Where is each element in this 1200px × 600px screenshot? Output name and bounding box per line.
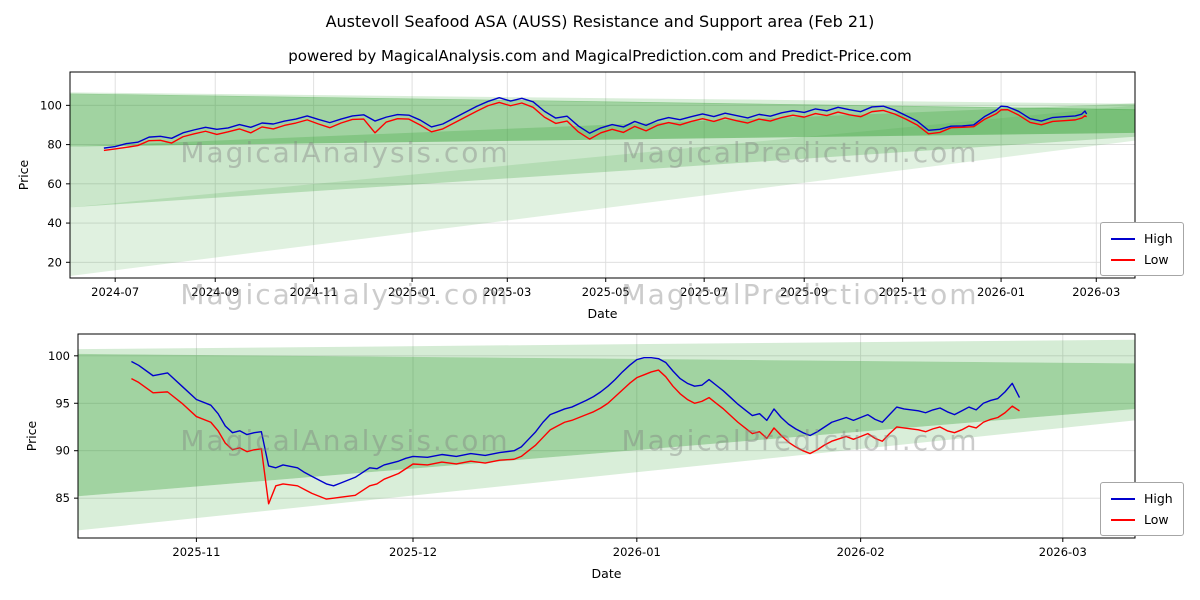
legend-item-high: High [1111,488,1173,509]
watermark-prediction: MagicalPrediction.com [621,424,979,457]
legend-item-low: Low [1111,249,1173,270]
y-tick-label: 80 [47,138,62,152]
support-resistance-band [70,105,1135,277]
detail-chart-legend: High Low [1100,482,1184,536]
legend-label: Low [1144,252,1169,267]
y-tick-label: 60 [47,177,62,191]
x-tick-label: 2026-03 [1072,285,1120,299]
y-tick-label: 100 [48,349,70,363]
figure-subtitle: powered by MagicalAnalysis.com and Magic… [288,47,912,65]
overview-chart: 2024-07 2024-09 2024-11 2025-01 2025-03 2025-… [0,60,1200,322]
legend-item-high: High [1111,228,1173,249]
y-tick-label: 95 [55,396,70,410]
y-axis-label: Price [16,159,31,190]
watermark-analysis: MagicalAnalysis.com [180,278,510,311]
overview-chart-canvas: 2024-07 2024-09 2024-11 2025-01 2025-03 2025-… [16,71,1136,321]
y-tick-label: 85 [55,491,70,505]
legend-label: Low [1144,512,1169,527]
low-line [131,369,1020,505]
low-line [103,101,1087,152]
axes-frame [77,333,1136,539]
overview-chart-legend: High Low [1100,222,1184,276]
detail-chart-canvas: 2025-11 2025-12 2026-01 2026-02 2026-03 85 90 9… [24,333,1136,581]
high-line [131,357,1021,487]
x-tick-label: 2026-03 [1039,545,1087,559]
axes-frame [69,71,1136,279]
legend-swatch-high [1111,497,1135,500]
x-tick-label: 2025-03 [483,285,531,299]
legend-label: High [1144,231,1173,246]
x-tick-label: 2026-01 [977,285,1025,299]
x-tick-label: 2025-12 [389,545,437,559]
high-line [103,97,1088,149]
x-tick-label: 2024-07 [91,285,139,299]
y-axis-label: Price [24,420,39,451]
watermark-analysis: MagicalAnalysis.com [180,424,510,457]
watermark-prediction: MagicalPrediction.com [621,278,979,311]
detail-chart: 2025-11 2025-12 2026-01 2026-02 2026-03 85 90 9… [0,322,1200,588]
x-axis-label: Date [588,306,618,321]
support-resistance-band [78,339,1135,364]
x-tick-label: 2026-01 [613,545,661,559]
x-tick-label: 2025-01 [388,285,436,299]
x-tick-label: 2025-11 [879,285,927,299]
support-resistance-band [78,353,1135,497]
x-tick-label: 2024-11 [290,285,338,299]
support-resistance-band [70,93,1135,147]
legend-label: High [1144,491,1173,506]
legend-swatch-low [1111,518,1135,521]
x-tick-label: 2025-09 [780,285,828,299]
y-tick-label: 90 [55,444,70,458]
y-tick-label: 40 [47,216,62,230]
x-axis-label: Date [592,566,622,581]
watermark-prediction: MagicalPrediction.com [621,136,979,169]
figure-title: Austevoll Seafood ASA (AUSS) Resistance … [325,12,875,31]
legend-swatch-low [1111,258,1135,261]
legend-swatch-high [1111,237,1135,240]
x-tick-label: 2025-05 [582,285,630,299]
x-tick-label: 2025-07 [680,285,728,299]
y-tick-label: 100 [40,98,62,112]
x-tick-label: 2026-02 [837,545,885,559]
watermark-analysis: MagicalAnalysis.com [180,136,510,169]
legend-item-low: Low [1111,509,1173,530]
support-resistance-band [70,103,1135,208]
x-tick-label: 2024-09 [191,285,239,299]
support-resistance-band [70,92,1135,111]
y-tick-label: 20 [47,255,62,269]
support-resistance-band [78,408,1135,531]
x-tick-label: 2025-11 [172,545,220,559]
